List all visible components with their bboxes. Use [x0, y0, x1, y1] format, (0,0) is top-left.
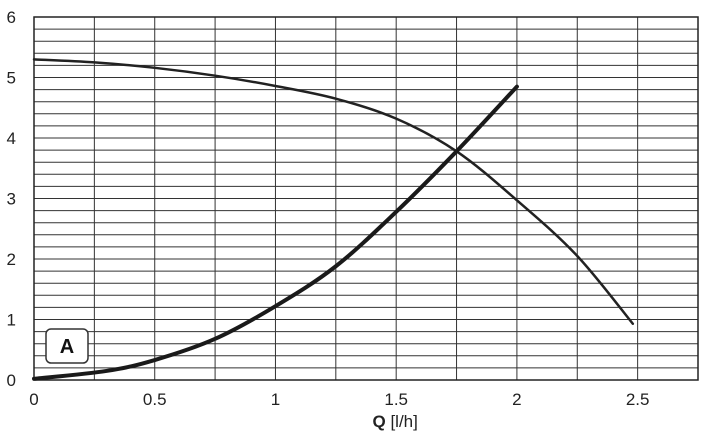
- plot-frame: [33, 16, 699, 381]
- x-axis-label-symbol: Q: [373, 412, 386, 431]
- x-tick-label: 2.5: [626, 390, 650, 409]
- x-tick-label: 2: [512, 390, 521, 409]
- y-tick-label: 5: [7, 69, 16, 88]
- y-tick-label: 1: [7, 311, 16, 330]
- y-tick-label: 2: [7, 250, 16, 269]
- x-axis-label-unit: [l/h]: [386, 412, 418, 431]
- series-line-1: [32, 58, 635, 325]
- x-tick-label: 0.5: [143, 390, 167, 409]
- y-tick-label: 3: [7, 190, 16, 209]
- series-line-2: [32, 84, 519, 381]
- y-tick-label: 0: [7, 371, 16, 390]
- series-layer: [32, 58, 635, 381]
- y-tick-label: 4: [7, 129, 16, 148]
- x-tick-label: 1.5: [384, 390, 408, 409]
- x-tick-label: 0: [29, 390, 38, 409]
- x-tick-label: 1: [271, 390, 280, 409]
- x-axis-label: Q [l/h]: [373, 412, 418, 431]
- y-tick-label: 6: [7, 8, 16, 27]
- panel-label-badge: A: [45, 328, 89, 364]
- panel-label-box: [45, 328, 89, 364]
- y-tick-labels: 0 1 2 3 4 5 6: [7, 8, 16, 390]
- panel-label-text: A: [60, 336, 74, 358]
- x-tick-labels: 0 0.5 1 1.5 2 2.5: [29, 390, 649, 409]
- grid: [34, 17, 698, 380]
